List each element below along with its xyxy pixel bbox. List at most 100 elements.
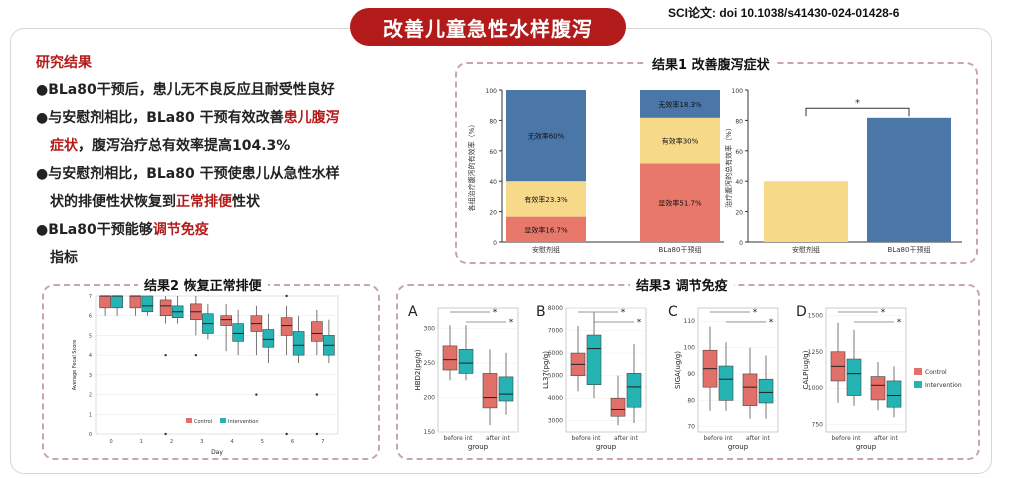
x-tick-label: 3: [200, 439, 203, 445]
y-tick-label: 60: [735, 149, 743, 156]
box: [99, 295, 111, 309]
total-efficacy-chart: 0 20 40 60 80 100 治疗腹泻的总有效率（%） 安慰剂组 BLa80干预组 *: [724, 88, 962, 254]
y-tick-label: 7: [89, 294, 92, 300]
stacked-bar-segment: [640, 163, 720, 242]
findings-title: 研究结果: [36, 55, 92, 71]
legend-swatch: [186, 418, 192, 423]
y-tick-label: 1250: [808, 349, 823, 356]
data-label: 显效率51.7%: [658, 199, 702, 208]
significance-star: *: [509, 318, 514, 328]
finding-text: 指标: [50, 250, 78, 266]
data-label: 有效率30%: [662, 137, 699, 146]
x-axis-label: group: [728, 443, 749, 451]
y-tick-label: 1000: [808, 385, 823, 392]
box: [870, 376, 886, 401]
finding-bullet: ●: [36, 166, 49, 182]
box: [111, 295, 123, 309]
x-tick-label: 2: [170, 439, 173, 445]
doi-citation: SCI论文: doi 10.1038/s41430-024-01428-6: [668, 6, 900, 20]
finding-text: BLa80干预后，患儿无不良反应且耐受性良好: [48, 82, 335, 98]
significance-bracket: [805, 107, 910, 117]
significance-star: *: [897, 318, 902, 328]
panel-letter: B: [536, 304, 546, 320]
y-tick-label: 90: [687, 371, 695, 378]
box: [159, 299, 172, 317]
y-tick-label: 100: [732, 88, 744, 95]
x-tick-label: after int: [614, 435, 639, 442]
data-label: 无效率60%: [528, 132, 565, 141]
box: [280, 317, 293, 336]
ll37-chart: B 3000 4000 5000 6000 7000 8000 before int after…: [536, 304, 647, 451]
y-tick-label: 2: [89, 393, 92, 399]
box: [220, 315, 232, 326]
box: [498, 376, 514, 402]
legend-label: Control: [194, 419, 212, 425]
plot-area: [95, 295, 339, 435]
x-tick-label: 7: [321, 439, 324, 445]
y-tick-label: 8000: [548, 305, 563, 312]
y-tick-label: 60: [489, 149, 497, 156]
outlier-point: [315, 432, 319, 436]
y-tick-label: 100: [684, 345, 696, 352]
y-tick-label: 3000: [548, 418, 563, 425]
bar: [867, 117, 951, 242]
finding-bullet: ●: [36, 110, 49, 126]
y-tick-label: 70: [687, 424, 695, 431]
legend-label: Intervention: [925, 382, 962, 389]
y-tick-label: 20: [489, 210, 497, 217]
box: [232, 323, 244, 342]
finding-text: ，腹泻治疗总有效率提高104.3%: [78, 138, 291, 154]
box: [758, 378, 774, 404]
box: [482, 373, 498, 409]
y-tick-label: 0: [89, 432, 92, 438]
y-axis-label: Average Fecal Score: [72, 340, 78, 391]
legend-swatch: [914, 368, 922, 375]
x-axis-label: Day: [211, 449, 223, 456]
y-tick-label: 3: [89, 373, 92, 379]
y-tick-label: 200: [424, 395, 436, 402]
y-axis-label: CALP(ug/g): [802, 350, 810, 389]
x-tick-label: after int: [486, 435, 511, 442]
stacked-efficacy-chart: 0 20 40 60 80 100 各组治疗腹泻的有效率（%） 显效率16.7% 有效率23.3…: [467, 88, 724, 254]
finding-text: BLa80干预能够: [48, 222, 153, 238]
box: [262, 329, 275, 348]
page-title: 改善儿童急性水样腹泻: [350, 8, 626, 46]
x-tick-label: 6: [291, 439, 294, 445]
box: [458, 349, 474, 374]
panel-letter: D: [796, 304, 807, 320]
bar: [764, 181, 848, 242]
significance-star: *: [493, 308, 498, 318]
significance-star: *: [855, 98, 860, 109]
finding-item: ●BLa80干预能够调节免疫: [36, 216, 436, 244]
outlier-point: [285, 294, 288, 298]
x-axis-label: group: [856, 443, 877, 451]
box: [586, 334, 602, 385]
panel-letter: A: [408, 304, 418, 320]
x-tick-label: 安慰剂组: [532, 245, 560, 254]
outlier-point: [315, 393, 319, 396]
y-tick-label: 40: [735, 179, 743, 186]
panel-letter: C: [668, 304, 678, 320]
y-tick-label: 150: [424, 429, 436, 436]
y-tick-label: 4: [89, 353, 92, 359]
y-axis-label: SIGA(ug/g): [674, 351, 682, 389]
y-tick-label: 40: [489, 179, 497, 186]
y-tick-label: 5000: [548, 373, 563, 380]
box: [610, 397, 626, 417]
outlier-point: [194, 353, 198, 357]
stacked-bar-segment: [506, 216, 586, 242]
significance-star: *: [881, 308, 886, 318]
finding-text: 与安慰剂相比，BLa80 干预有效改善: [48, 110, 284, 126]
x-tick-label: BLa80干预组: [659, 245, 702, 254]
y-tick-label: 6: [89, 314, 92, 320]
outlier-point: [164, 353, 167, 357]
stacked-bar-segment: [640, 117, 720, 164]
outlier-point: [255, 393, 258, 396]
y-tick-label: 80: [489, 118, 497, 125]
x-tick-label: before int: [443, 435, 473, 442]
x-tick-label: BLa80干预组: [888, 245, 931, 254]
box: [742, 373, 758, 406]
stacked-bar-segment: [506, 90, 586, 182]
x-tick-label: 安慰剂组: [792, 245, 820, 254]
